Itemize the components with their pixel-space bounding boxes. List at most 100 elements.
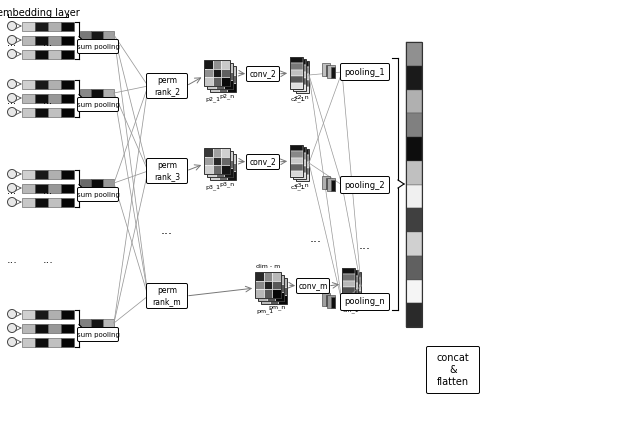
Bar: [293, 160, 306, 166]
Text: p3_n: p3_n: [220, 181, 235, 187]
Bar: [204, 60, 213, 68]
Text: p3_1: p3_1: [205, 184, 220, 190]
Bar: [406, 256, 422, 279]
Bar: [276, 292, 284, 301]
Bar: [227, 74, 236, 83]
Bar: [261, 287, 270, 295]
Bar: [225, 151, 233, 160]
Text: conv_2: conv_2: [249, 69, 276, 78]
Bar: [345, 270, 358, 302]
Text: c3_n: c3_n: [294, 182, 309, 188]
Text: dim - m: dim - m: [256, 264, 280, 269]
Bar: [48, 338, 61, 347]
Bar: [103, 179, 114, 187]
Bar: [261, 278, 270, 287]
Bar: [345, 296, 358, 302]
Bar: [406, 137, 422, 161]
Circle shape: [7, 50, 17, 59]
Bar: [22, 36, 35, 45]
Bar: [22, 108, 35, 117]
Bar: [216, 80, 225, 89]
Bar: [103, 89, 114, 97]
FancyBboxPatch shape: [147, 158, 187, 184]
Bar: [210, 83, 219, 92]
Bar: [296, 149, 309, 155]
Text: c3_1: c3_1: [291, 184, 305, 190]
Bar: [48, 22, 61, 31]
Bar: [267, 275, 276, 284]
Bar: [221, 148, 230, 157]
FancyBboxPatch shape: [78, 187, 119, 202]
Text: pooling_1: pooling_1: [345, 68, 385, 77]
Bar: [213, 77, 221, 86]
FancyBboxPatch shape: [78, 98, 119, 112]
Bar: [290, 145, 303, 177]
Bar: [91, 31, 103, 39]
Bar: [290, 63, 303, 70]
Bar: [327, 178, 335, 191]
Bar: [258, 275, 267, 284]
Circle shape: [7, 80, 17, 89]
Bar: [204, 68, 213, 77]
Bar: [327, 295, 335, 308]
Bar: [326, 65, 330, 76]
Bar: [221, 68, 230, 77]
Bar: [293, 166, 306, 172]
Bar: [348, 297, 361, 304]
Bar: [61, 36, 74, 45]
Bar: [61, 324, 74, 333]
Text: ...: ...: [44, 38, 52, 48]
Bar: [278, 278, 287, 287]
FancyBboxPatch shape: [246, 66, 279, 81]
Bar: [255, 289, 264, 298]
Bar: [61, 94, 74, 103]
Text: p2_n: p2_n: [220, 93, 235, 99]
Bar: [210, 66, 236, 92]
FancyBboxPatch shape: [78, 327, 119, 342]
Bar: [261, 295, 270, 304]
Bar: [342, 268, 355, 274]
Bar: [35, 22, 48, 31]
Text: ...: ...: [359, 238, 371, 252]
Text: perm
rank_m: perm rank_m: [152, 286, 181, 306]
Bar: [293, 85, 306, 91]
Bar: [296, 61, 309, 67]
Bar: [48, 50, 61, 59]
Bar: [213, 148, 221, 157]
Bar: [296, 168, 309, 175]
Bar: [227, 154, 236, 163]
Bar: [348, 272, 361, 278]
Bar: [35, 36, 48, 45]
Bar: [216, 63, 225, 71]
Circle shape: [7, 184, 17, 193]
Text: sum pooling: sum pooling: [77, 191, 119, 197]
Text: pooling_2: pooling_2: [345, 181, 385, 190]
Bar: [270, 295, 278, 304]
Text: sum pooling: sum pooling: [77, 44, 119, 50]
Bar: [293, 59, 306, 91]
Bar: [406, 161, 422, 184]
Bar: [61, 170, 74, 179]
Text: c2_n: c2_n: [294, 94, 309, 100]
Bar: [296, 74, 309, 80]
Bar: [406, 208, 422, 232]
Bar: [91, 89, 103, 97]
Bar: [290, 152, 303, 158]
Bar: [207, 160, 216, 168]
Bar: [267, 284, 276, 292]
Bar: [207, 63, 216, 71]
Text: ...: ...: [44, 186, 52, 196]
Text: ...: ...: [7, 255, 17, 265]
Bar: [326, 295, 330, 306]
Bar: [80, 319, 91, 327]
Bar: [219, 171, 227, 180]
Bar: [322, 293, 330, 306]
Bar: [225, 71, 233, 80]
Bar: [35, 80, 48, 89]
Bar: [406, 232, 422, 256]
FancyBboxPatch shape: [340, 294, 389, 310]
Bar: [264, 289, 272, 298]
Bar: [331, 180, 335, 191]
Bar: [290, 76, 303, 83]
Circle shape: [7, 169, 17, 178]
